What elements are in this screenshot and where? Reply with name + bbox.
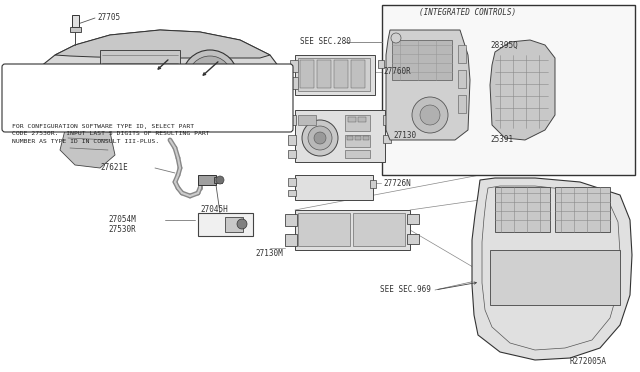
Bar (347, 136, 353, 140)
Bar (555, 187, 610, 232)
Circle shape (200, 68, 220, 88)
Bar (317, 60, 331, 88)
Bar (458, 45, 466, 63)
Text: SEE SEC.280: SEE SEC.280 (300, 38, 351, 46)
Bar (70, 27, 81, 32)
Bar (290, 60, 298, 72)
Circle shape (237, 219, 247, 229)
Bar (288, 178, 296, 186)
Text: 27621E: 27621E (100, 163, 128, 171)
Bar (345, 115, 370, 131)
Bar (458, 95, 466, 113)
Bar (100, 50, 180, 105)
Bar (288, 135, 296, 145)
Bar (295, 210, 410, 250)
Bar (132, 103, 163, 111)
Bar (285, 214, 297, 226)
Text: 25391: 25391 (490, 135, 513, 144)
Bar (295, 175, 373, 200)
Bar (214, 177, 222, 183)
Bar (348, 117, 356, 122)
Bar (288, 190, 296, 196)
Bar (407, 214, 419, 224)
Bar (285, 234, 297, 246)
Bar (392, 40, 452, 80)
Circle shape (23, 87, 33, 97)
Bar (458, 70, 466, 88)
Circle shape (420, 105, 440, 125)
Circle shape (412, 97, 448, 133)
Text: FOR CONFIGURATION SOFTWARE TYPE ID, SELECT PART
CODE 27530R.  INPUT LAST 5 DIGIT: FOR CONFIGURATION SOFTWARE TYPE ID, SELE… (12, 124, 210, 144)
Bar (383, 135, 391, 143)
Bar (363, 136, 369, 140)
Polygon shape (15, 30, 285, 132)
Bar (295, 55, 375, 95)
Bar (495, 187, 550, 232)
Bar (198, 213, 253, 236)
Circle shape (23, 97, 33, 107)
Bar (288, 115, 296, 125)
Bar (334, 60, 348, 88)
Text: 27705: 27705 (97, 13, 120, 22)
Circle shape (302, 120, 338, 156)
Circle shape (182, 50, 238, 106)
Bar (225, 217, 243, 232)
Bar (351, 60, 365, 88)
Polygon shape (55, 30, 270, 58)
Bar (72, 15, 79, 27)
Bar (378, 60, 384, 68)
Bar (198, 175, 216, 185)
Text: 27045H: 27045H (200, 205, 228, 215)
Text: 27130M: 27130M (255, 248, 283, 257)
Circle shape (20, 94, 36, 110)
Bar (358, 117, 366, 122)
Bar (298, 58, 370, 91)
Polygon shape (386, 30, 470, 140)
Bar (345, 135, 370, 147)
Bar (288, 150, 296, 158)
Bar (490, 250, 620, 305)
Bar (407, 234, 419, 244)
Circle shape (23, 77, 33, 87)
Bar (345, 150, 370, 158)
FancyBboxPatch shape (2, 64, 293, 132)
Bar (290, 77, 298, 89)
Bar (295, 110, 385, 162)
Bar (382, 5, 635, 175)
Text: 27130: 27130 (393, 131, 416, 140)
Polygon shape (490, 40, 555, 140)
Circle shape (20, 74, 36, 90)
Bar (130, 100, 165, 122)
Bar (370, 180, 376, 188)
Polygon shape (472, 178, 632, 360)
Circle shape (314, 132, 326, 144)
Bar (298, 213, 350, 246)
Text: (INTEGRATED CONTROLS): (INTEGRATED CONTROLS) (419, 7, 516, 16)
Text: 27760R: 27760R (383, 67, 411, 77)
Text: 27726N: 27726N (383, 179, 411, 187)
Polygon shape (60, 128, 115, 168)
Text: 27054M: 27054M (108, 215, 136, 224)
Circle shape (188, 56, 232, 100)
Text: 27530R: 27530R (108, 225, 136, 234)
Bar (355, 136, 361, 140)
Bar (383, 115, 391, 125)
Bar (298, 115, 316, 125)
Bar (353, 213, 405, 246)
Circle shape (216, 176, 224, 184)
Bar (300, 60, 314, 88)
Text: R272005A: R272005A (570, 357, 607, 366)
Text: 28395Q: 28395Q (490, 41, 518, 49)
Text: SEE SEC.969: SEE SEC.969 (380, 285, 431, 295)
Circle shape (308, 126, 332, 150)
Circle shape (391, 33, 401, 43)
Circle shape (20, 84, 36, 100)
